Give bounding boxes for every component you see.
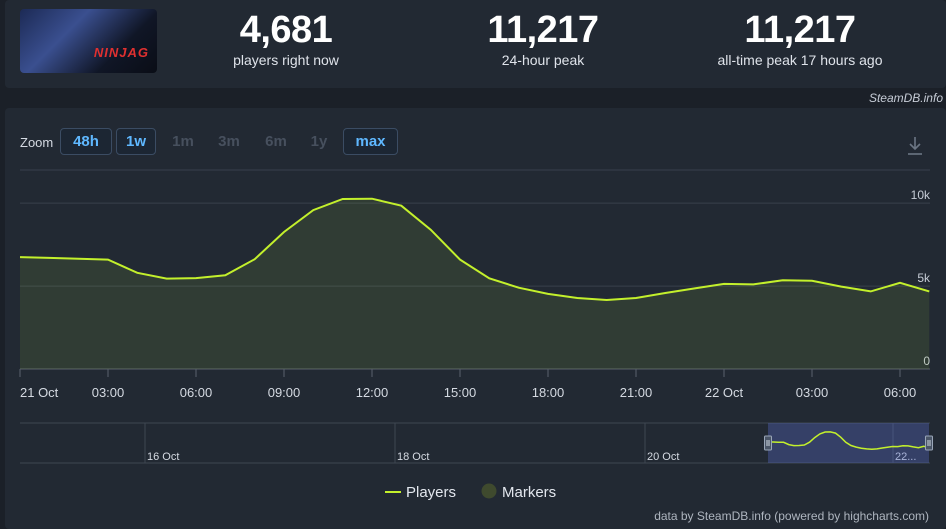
y-axis-labels: 0 5k 10k [911, 188, 931, 368]
y-tick-label: 0 [923, 354, 930, 368]
zoom-1m-button[interactable]: 1m [172, 133, 194, 150]
players-now-value: 4,681 [239, 9, 333, 51]
chart-legend: Players Markers [385, 483, 556, 501]
legend-markers-label: Markers [502, 484, 556, 501]
peak-24h-label: 24-hour peak [501, 52, 585, 68]
navigator[interactable]: 16 Oct 18 Oct 20 Oct 22... [20, 422, 933, 464]
all-time-peak-label: all-time peak 17 hours ago [717, 52, 883, 68]
zoom-6m-button[interactable]: 6m [265, 133, 287, 150]
x-tick-label: 06:00 [884, 385, 917, 400]
players-now-label: players right now [233, 52, 339, 68]
players-series-line[interactable] [19, 197, 930, 302]
highcharts-credit[interactable]: data by SteamDB.info (powered by highcha… [654, 509, 929, 523]
x-tick-label: 12:00 [356, 385, 389, 400]
game-thumbnail[interactable]: NINJAG [20, 9, 157, 73]
legend-players-label: Players [406, 484, 456, 501]
zoom-max-button[interactable]: max [343, 128, 398, 155]
zoom-1w-button[interactable]: 1w [116, 128, 156, 155]
zoom-3m-button[interactable]: 3m [218, 133, 240, 150]
download-icon[interactable] [906, 136, 924, 156]
y-tick-label: 5k [917, 271, 931, 285]
steamdb-credit-top[interactable]: SteamDB.info [868, 91, 943, 105]
navigator-selection [768, 423, 929, 463]
navigator-tick-label: 16 Oct [147, 451, 179, 463]
players-now-stat: 4,681 players right now [201, 10, 371, 68]
peak-24h-value: 11,217 [487, 9, 599, 51]
chart-gridlines [20, 169, 930, 370]
game-logo: NINJAG [93, 45, 149, 60]
x-tick-label: 21:00 [620, 385, 653, 400]
y-tick-label: 10k [911, 188, 931, 202]
chart-panel [5, 108, 946, 529]
x-tick-label: 03:00 [796, 385, 829, 400]
navigator-series-line [767, 431, 930, 450]
zoom-label: Zoom [20, 135, 54, 150]
all-time-peak-value: 11,217 [744, 9, 856, 51]
x-tick-label: 15:00 [444, 385, 477, 400]
zoom-48h-button[interactable]: 48h [60, 128, 112, 155]
x-tick-label: 03:00 [92, 385, 125, 400]
navigator-tick-label: 18 Oct [397, 451, 429, 463]
zoom-1y-button[interactable]: 1y [310, 133, 328, 150]
legend-markers-symbol [481, 483, 497, 499]
x-tick-label: 21 Oct [20, 385, 59, 400]
x-tick-label: 18:00 [532, 385, 565, 400]
stats-bar: NINJAG 4,681 players right now 11,217 24… [5, 0, 946, 88]
navigator-left-handle [764, 435, 772, 451]
navigator-tick-label: 22... [895, 451, 916, 463]
all-time-peak-stat: 11,217 all-time peak 17 hours ago [695, 10, 905, 68]
x-tick-label: 22 Oct [705, 385, 744, 400]
navigator-right-handle [925, 435, 933, 451]
x-tick-label: 06:00 [180, 385, 213, 400]
x-tick-label: 09:00 [268, 385, 301, 400]
x-axis: 21 Oct 03:00 06:00 09:00 12:00 15:00 18:00 21:0… [19, 369, 917, 400]
peak-24h-stat: 11,217 24-hour peak [453, 10, 633, 68]
players-area [20, 198, 930, 369]
navigator-tick-label: 20 Oct [647, 451, 679, 463]
